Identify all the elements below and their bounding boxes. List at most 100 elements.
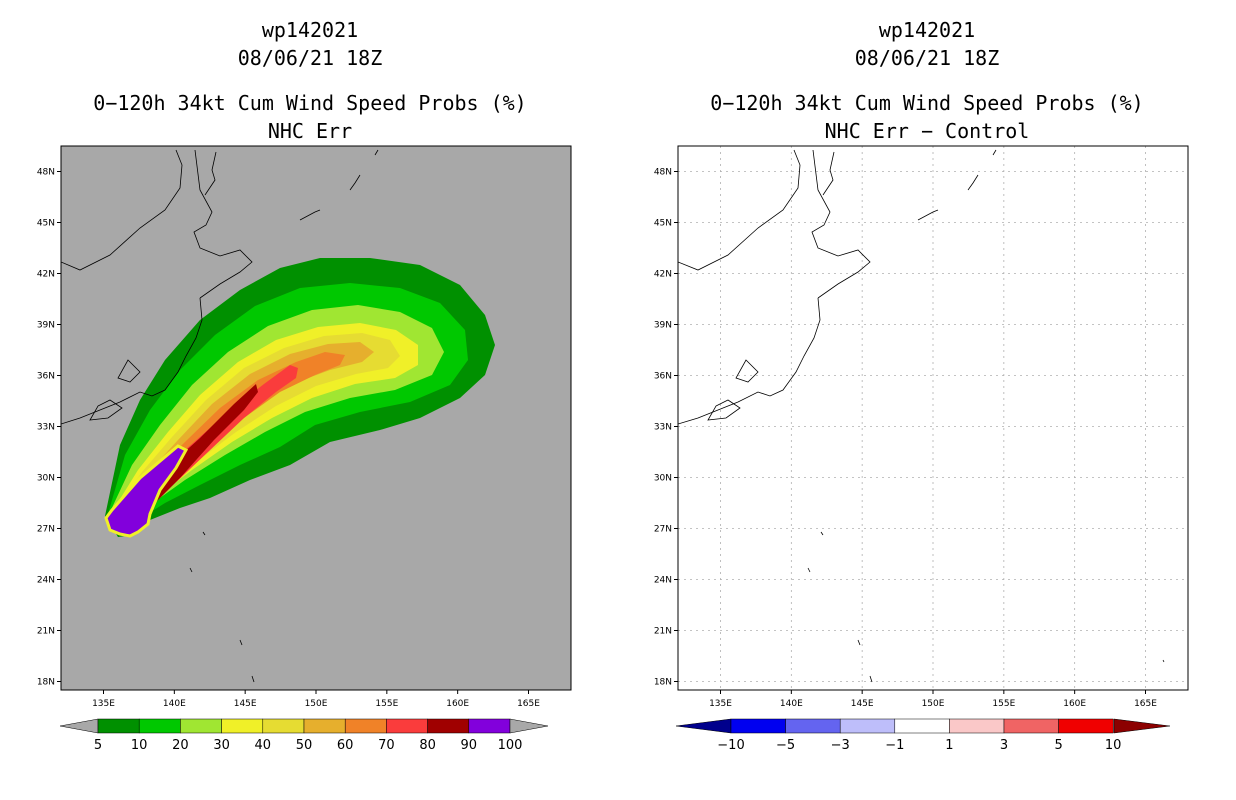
coastlines (61, 149, 379, 683)
colorbar-high-arrow (509, 718, 549, 734)
colorbar-low-arrow (59, 718, 99, 734)
colorbar-swatch (138, 718, 181, 734)
lat-label: 33N (37, 423, 55, 433)
probability-contours (104, 258, 495, 538)
lat-label: 45N (654, 219, 672, 229)
lon-tick-labels: 135E 140E 145E 150E 155E 160E 165E (92, 690, 540, 709)
lon-label: 150E (922, 699, 945, 709)
lat-label: 33N (654, 423, 672, 433)
colorbar-label: 10 (1104, 738, 1122, 753)
right-colorbar (675, 718, 1171, 734)
colorbar-swatch (468, 718, 511, 734)
lat-label: 18N (654, 678, 672, 688)
lon-label: 155E (375, 699, 398, 709)
contour-40 (113, 333, 400, 520)
lon-label: 160E (446, 699, 469, 709)
lon-label: 135E (92, 699, 115, 709)
colorbar-label: 60 (336, 738, 354, 753)
lon-label: 155E (992, 699, 1015, 709)
lat-tick-labels: 48N 45N 42N 39N 36N 33N 30N 27N 24N 21N 18N (37, 168, 61, 688)
lat-label: 42N (654, 270, 672, 280)
colorbar-low-arrow (675, 718, 732, 734)
lat-label: 48N (654, 168, 672, 178)
colorbar-swatch (1058, 718, 1114, 734)
right-difference-map: 48N 45N 42N 39N 36N 33N 30N 27N 24N 21N 18N 135E 14… (654, 145, 1189, 734)
lat-label: 39N (654, 321, 672, 331)
colorbar-label: 50 (295, 738, 313, 753)
left-subtitle: NHC Err (267, 119, 353, 143)
colorbar-swatch (344, 718, 387, 734)
colorbar-label: 80 (419, 738, 436, 753)
colorbar-label: 100 (497, 738, 523, 753)
gridlines (678, 146, 1188, 690)
lat-label: 18N (37, 678, 55, 688)
colorbar-label: 70 (378, 738, 395, 753)
colorbar-label: 5 (1054, 738, 1063, 753)
colorbar-swatch (97, 718, 140, 734)
lon-tick-labels: 135E 140E 145E 150E 155E 160E 165E (709, 690, 1157, 709)
colorbar-label: 90 (460, 738, 478, 753)
lon-label: 165E (1134, 699, 1157, 709)
colorbar-swatch (180, 718, 222, 734)
lat-label: 42N (37, 270, 55, 280)
lon-label: 145E (851, 699, 874, 709)
lon-label: 140E (163, 699, 186, 709)
lat-label: 30N (37, 474, 55, 484)
colorbar-swatch (262, 718, 305, 734)
lat-label: 24N (37, 576, 55, 586)
coastlines (678, 149, 1165, 683)
contour-90-100 (104, 444, 189, 538)
colorbar-label: −10 (717, 738, 745, 753)
colorbar-high-arrow (1113, 718, 1171, 734)
colorbar-swatch (427, 718, 470, 734)
lat-label: 30N (654, 474, 672, 484)
lat-label: 27N (37, 525, 55, 535)
lat-label: 45N (37, 219, 55, 229)
left-product-title: 0−120h 34kt Cum Wind Speed Probs (%) (93, 91, 527, 115)
lon-label: 160E (1063, 699, 1086, 709)
colorbar-swatch (949, 718, 1005, 734)
colorbar-label: −3 (830, 738, 850, 753)
colorbar-swatch (785, 718, 841, 734)
right-subtitle: NHC Err − Control (824, 119, 1030, 143)
colorbar-label: 30 (213, 738, 230, 753)
lat-label: 27N (654, 525, 672, 535)
colorbar-label: 20 (172, 738, 189, 753)
lat-tick-labels: 48N 45N 42N 39N 36N 33N 30N 27N 24N 21N 18N (654, 168, 678, 688)
left-colorbar (59, 718, 549, 734)
colorbar-swatch (894, 718, 950, 734)
lon-label: 165E (517, 699, 540, 709)
colorbar-swatch (221, 718, 264, 734)
colorbar-label: 3 (999, 738, 1009, 753)
lat-label: 21N (654, 627, 672, 637)
left-datetime: 08/06/21 18Z (237, 46, 383, 70)
lon-label: 140E (780, 699, 803, 709)
colorbar-label: −1 (885, 738, 905, 753)
colorbar-label: −5 (776, 738, 796, 753)
right-storm-id: wp142021 (878, 18, 976, 42)
colorbar-swatch (303, 718, 346, 734)
lat-label: 21N (37, 627, 55, 637)
lat-label: 48N (37, 168, 55, 178)
lat-label: 36N (37, 372, 55, 382)
colorbar-swatch (839, 718, 896, 734)
colorbar-swatch (730, 718, 786, 734)
lat-label: 36N (654, 372, 672, 382)
lon-label: 135E (709, 699, 732, 709)
left-storm-id: wp142021 (261, 18, 359, 42)
right-datetime: 08/06/21 18Z (854, 46, 1000, 70)
colorbar-swatch (386, 718, 428, 734)
colorbar-label: 40 (254, 738, 272, 753)
lon-label: 145E (234, 699, 257, 709)
lat-label: 39N (37, 321, 55, 331)
contour-50 (114, 342, 374, 520)
colorbar-swatch (1003, 718, 1059, 734)
colorbar-label: 10 (130, 738, 148, 753)
lon-label: 150E (305, 699, 328, 709)
right-product-title: 0−120h 34kt Cum Wind Speed Probs (%) (710, 91, 1144, 115)
colorbar-label: 5 (93, 738, 103, 753)
left-probability-map: 48N 45N 42N 39N 36N 33N 30N 27N 24N 21N 18N 135E 14… (37, 145, 572, 734)
contour-80 (117, 384, 258, 512)
colorbar-label: 1 (945, 738, 954, 753)
lat-label: 24N (654, 576, 672, 586)
